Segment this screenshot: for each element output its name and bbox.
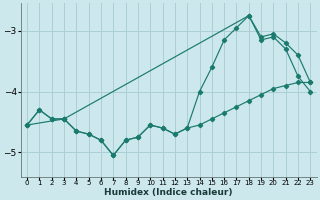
X-axis label: Humidex (Indice chaleur): Humidex (Indice chaleur)	[104, 188, 233, 197]
